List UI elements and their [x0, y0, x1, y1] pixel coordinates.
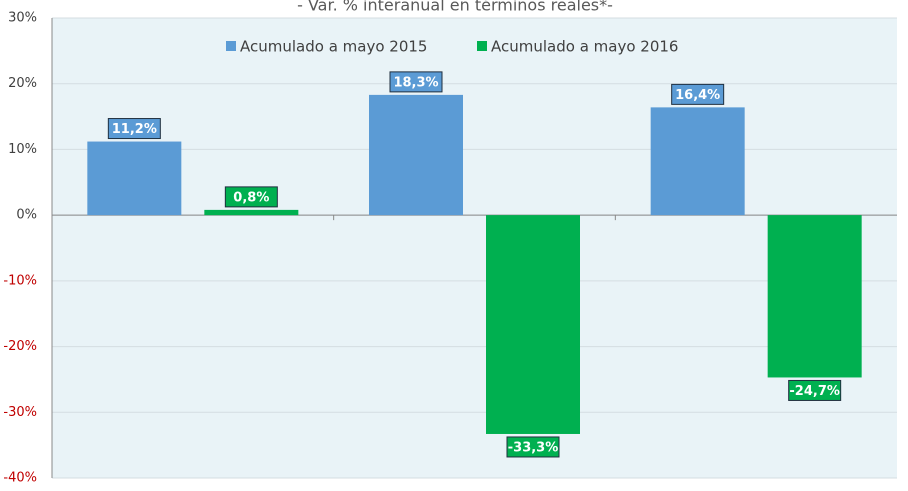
y-tick-label: 30%	[8, 11, 37, 26]
bar	[87, 141, 182, 216]
legend-swatch	[226, 41, 236, 51]
y-tick-label: -30%	[3, 405, 37, 420]
bar	[204, 209, 299, 216]
data-label-box	[107, 118, 161, 140]
data-label-box	[788, 379, 842, 401]
data-label: 11,2%	[112, 122, 157, 137]
data-label-box	[224, 186, 278, 208]
plot-area	[52, 18, 897, 478]
chart-title: - Var. % interanual en términos reales*-	[297, 0, 613, 15]
y-tick-label: 10%	[8, 142, 37, 157]
legend-swatch	[477, 41, 487, 51]
data-label: -33,3%	[508, 440, 559, 455]
y-tick-label: -10%	[3, 273, 37, 288]
y-tick-label: -20%	[3, 339, 37, 354]
data-label: 0,8%	[233, 190, 269, 205]
bar	[486, 215, 580, 434]
y-tick-label: -40%	[3, 471, 37, 486]
y-tick-label: 20%	[8, 76, 37, 91]
data-label-box	[389, 71, 443, 93]
legend-label: Acumulado a mayo 2016	[491, 38, 678, 56]
legend-label: Acumulado a mayo 2015	[240, 38, 427, 56]
y-tick-label: 0%	[16, 208, 37, 223]
data-label: 18,3%	[393, 75, 438, 90]
bar	[767, 215, 862, 378]
data-label-box	[671, 83, 725, 105]
bar	[650, 107, 745, 216]
data-label: -24,7%	[789, 384, 840, 399]
data-label-box	[506, 436, 560, 458]
bar	[369, 94, 463, 216]
data-label: 16,4%	[675, 88, 720, 103]
